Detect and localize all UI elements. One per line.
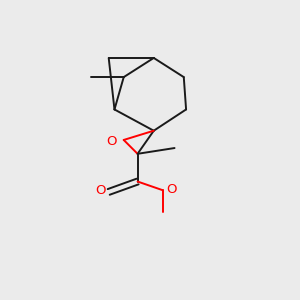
Text: O: O [95, 184, 106, 197]
Text: O: O [167, 183, 177, 196]
Text: O: O [106, 135, 116, 148]
